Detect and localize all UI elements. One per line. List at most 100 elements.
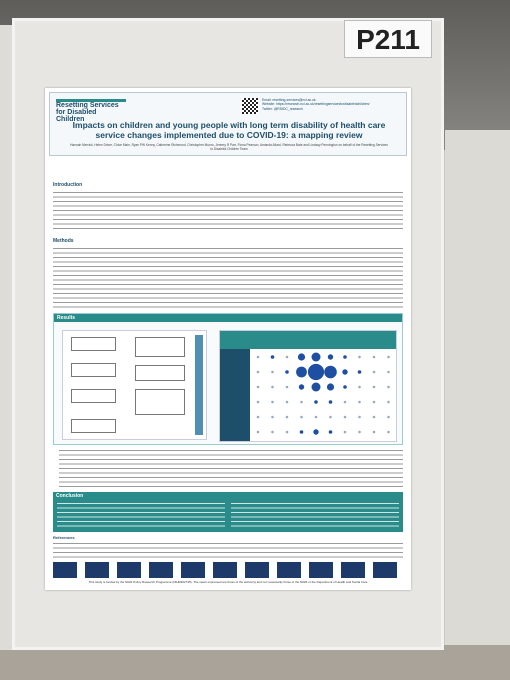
bubble	[328, 400, 333, 404]
website: Website: https://research.ncl.ac.uk/rese…	[262, 102, 370, 107]
bubble	[299, 430, 304, 434]
poster: Resetting Services for Disabled Children…	[45, 88, 411, 590]
sign: P211	[344, 20, 432, 58]
bubble	[314, 415, 318, 419]
flow-box	[71, 389, 116, 403]
bubble	[297, 353, 306, 361]
flow-box	[135, 337, 185, 357]
bubble	[311, 352, 321, 362]
authors: Hannah Merrick, Helen Driver, Chloe Main…	[70, 143, 388, 151]
bubble	[372, 385, 376, 389]
bubble	[256, 415, 260, 419]
bubble	[296, 366, 307, 378]
results-panel: Results	[53, 313, 403, 445]
bubble	[285, 415, 289, 419]
bubble	[311, 382, 321, 392]
bubble	[271, 430, 274, 434]
bubble	[285, 370, 289, 374]
bubble	[387, 355, 390, 359]
references	[53, 541, 403, 559]
bubble	[300, 400, 303, 404]
bubble	[313, 429, 319, 435]
bullet-list	[59, 448, 403, 490]
flow-box	[71, 337, 116, 351]
bubble	[342, 369, 348, 375]
bubble	[300, 415, 303, 419]
flow-box	[71, 363, 116, 377]
bubble	[358, 355, 361, 359]
footer: This study is funded by the NIHR Policy …	[88, 580, 368, 584]
bubble	[343, 430, 347, 434]
bubble	[307, 363, 325, 381]
bubble	[256, 385, 260, 389]
right-wall	[445, 130, 510, 650]
bubble	[372, 355, 376, 359]
logos	[53, 562, 403, 578]
bubble	[328, 430, 333, 434]
bubble	[324, 365, 337, 379]
logo: Resetting Services for Disabled Children	[56, 99, 126, 123]
bubble	[327, 354, 334, 360]
text-block	[57, 501, 225, 529]
section-heading: Methods	[53, 238, 74, 244]
bubble	[271, 370, 274, 374]
bubble	[329, 415, 332, 419]
bubbles	[256, 352, 390, 435]
bubble	[357, 370, 362, 374]
evidence-map	[219, 330, 397, 442]
flow-box	[135, 389, 185, 415]
header: Resetting Services for Disabled Children…	[49, 92, 407, 156]
qr-code	[242, 98, 258, 114]
bubble	[358, 415, 361, 419]
twitter: Twitter: @RSfDC_research	[262, 106, 303, 111]
flowchart	[62, 330, 207, 440]
bubble	[358, 400, 361, 404]
section-heading: Conclusion	[53, 492, 87, 500]
bubble	[372, 430, 376, 434]
bubble	[343, 385, 347, 389]
bubble	[387, 385, 390, 389]
flow-box	[135, 365, 185, 381]
flow-side	[195, 335, 203, 435]
bubble	[298, 384, 305, 390]
section-heading: Introduction	[53, 182, 83, 188]
bubble	[358, 385, 361, 389]
bubble	[285, 385, 289, 389]
bubble	[256, 430, 260, 434]
bubble	[271, 400, 274, 404]
bubble	[271, 415, 274, 419]
bubble	[256, 370, 260, 374]
text-block	[231, 501, 399, 529]
bubble	[256, 400, 260, 404]
email: Email: resetting-services@ncl.ac.uk	[262, 98, 316, 102]
bubble	[285, 355, 289, 359]
bubble	[270, 355, 275, 359]
map-header	[220, 331, 396, 349]
flow-box	[71, 419, 116, 433]
bubble	[343, 400, 347, 404]
contact: Email: resetting-services@ncl.ac.uk Webs…	[262, 98, 407, 111]
bubble	[314, 400, 318, 404]
bubble	[285, 400, 289, 404]
bubble	[387, 370, 390, 374]
bubble	[387, 415, 390, 419]
floor	[0, 645, 510, 680]
bubble	[387, 430, 390, 434]
bubble	[358, 430, 361, 434]
bubble	[256, 355, 260, 359]
bubble	[372, 370, 376, 374]
map-rows	[220, 349, 250, 441]
title: Impacts on children and young people wit…	[72, 120, 386, 140]
bubble	[387, 400, 390, 404]
text-block	[53, 246, 403, 308]
conclusion-panel: Conclusion	[53, 492, 403, 532]
bubble	[372, 400, 376, 404]
bubble	[343, 355, 347, 359]
bubble	[285, 430, 289, 434]
bubble	[343, 415, 347, 419]
bubble	[271, 385, 274, 389]
bubble	[326, 383, 335, 391]
section-heading: References	[53, 535, 75, 540]
bubble	[372, 415, 376, 419]
